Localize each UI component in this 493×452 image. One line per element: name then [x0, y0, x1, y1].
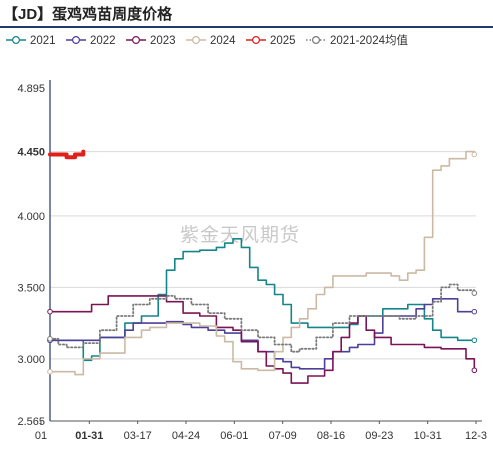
legend-marker: [252, 36, 261, 45]
legend: 2021 2022 2023 2024 2025 2021-2024均值: [6, 34, 408, 47]
series-line-2023: [49, 295, 476, 384]
chart-title: 【JD】蛋鸡鸡苗周度价格: [3, 6, 173, 23]
x-tick-label: 06-01: [220, 430, 248, 442]
series-line-2025: [48, 149, 86, 160]
y-tick-label: 3.000: [17, 354, 45, 366]
legend-marker: [12, 36, 21, 45]
x-tick-label: 10-31: [414, 430, 442, 442]
x-tick-label: 09-23: [365, 430, 393, 442]
title-bar: 【JD】蛋鸡鸡苗周度价格: [0, 0, 493, 28]
series-lines: [47, 149, 478, 384]
legend-marker: [71, 36, 80, 45]
legend-marker: [132, 36, 141, 45]
title-underline: [0, 26, 493, 28]
y-tick-label: 4.895: [17, 83, 45, 95]
series-start-marker: [47, 336, 53, 342]
y-tick-label: 3.500: [17, 282, 45, 294]
y-tick-label: 2.565: [17, 416, 45, 428]
series-line-avg: [49, 283, 476, 353]
x-tick-label: 01: [35, 430, 47, 442]
legend-marker: [192, 36, 201, 45]
series-start-marker: [47, 368, 53, 375]
series-end-marker: [471, 151, 478, 158]
x-tick-label: 04-24: [172, 430, 200, 442]
x-tick-label: 03-17: [124, 430, 152, 442]
axes: [40, 80, 482, 424]
series-end-marker: [471, 308, 478, 315]
legend-item-2025: 2025: [246, 35, 296, 47]
title-background: [0, 0, 493, 27]
legend-label: 2025: [270, 35, 296, 47]
legend-item-2024: 2024: [186, 35, 236, 47]
gridlines: [50, 151, 476, 360]
x-tick-label: 07-09: [269, 430, 297, 442]
y-tick-labels: 4.895 4.450 4.000 3.500 3.000 2.565: [17, 83, 45, 428]
series-end-marker: [471, 337, 478, 344]
legend-marker: [312, 36, 321, 45]
y-tick-label: 4.450: [17, 147, 45, 159]
x-tick-labels: 01 01-31 03-17 04-24 06-01 07-09 08-16 09-23 10-…: [35, 430, 487, 442]
legend-item-2021: 2021: [6, 35, 56, 47]
legend-item-2022: 2022: [66, 35, 116, 47]
legend-item-2023: 2023: [126, 35, 176, 47]
series-start-marker: [47, 308, 53, 315]
legend-label: 2024: [210, 35, 236, 47]
series-end-marker: [471, 290, 478, 296]
legend-label: 2023: [150, 35, 176, 47]
legend-label: 2021: [30, 35, 56, 47]
series-line-2024: [49, 150, 476, 376]
x-tick-label: 01-31: [75, 430, 103, 442]
y-tick-label: 4.000: [17, 211, 45, 223]
x-tick-label: 08-16: [317, 430, 345, 442]
series-line-2022: [49, 298, 476, 370]
x-tick-label: 12-3: [465, 430, 487, 442]
legend-item-avg: 2021-2024均值: [306, 34, 408, 47]
line-chart: 2021 2022 2023 2024 2025 2021-2024均值 紫金天风期货 4…: [6, 34, 487, 442]
series-end-marker: [471, 367, 478, 374]
series-line-2021: [49, 238, 476, 362]
legend-label: 2021-2024均值: [330, 34, 408, 47]
legend-label: 2022: [90, 35, 116, 47]
watermark: 紫金天风期货: [180, 224, 300, 246]
